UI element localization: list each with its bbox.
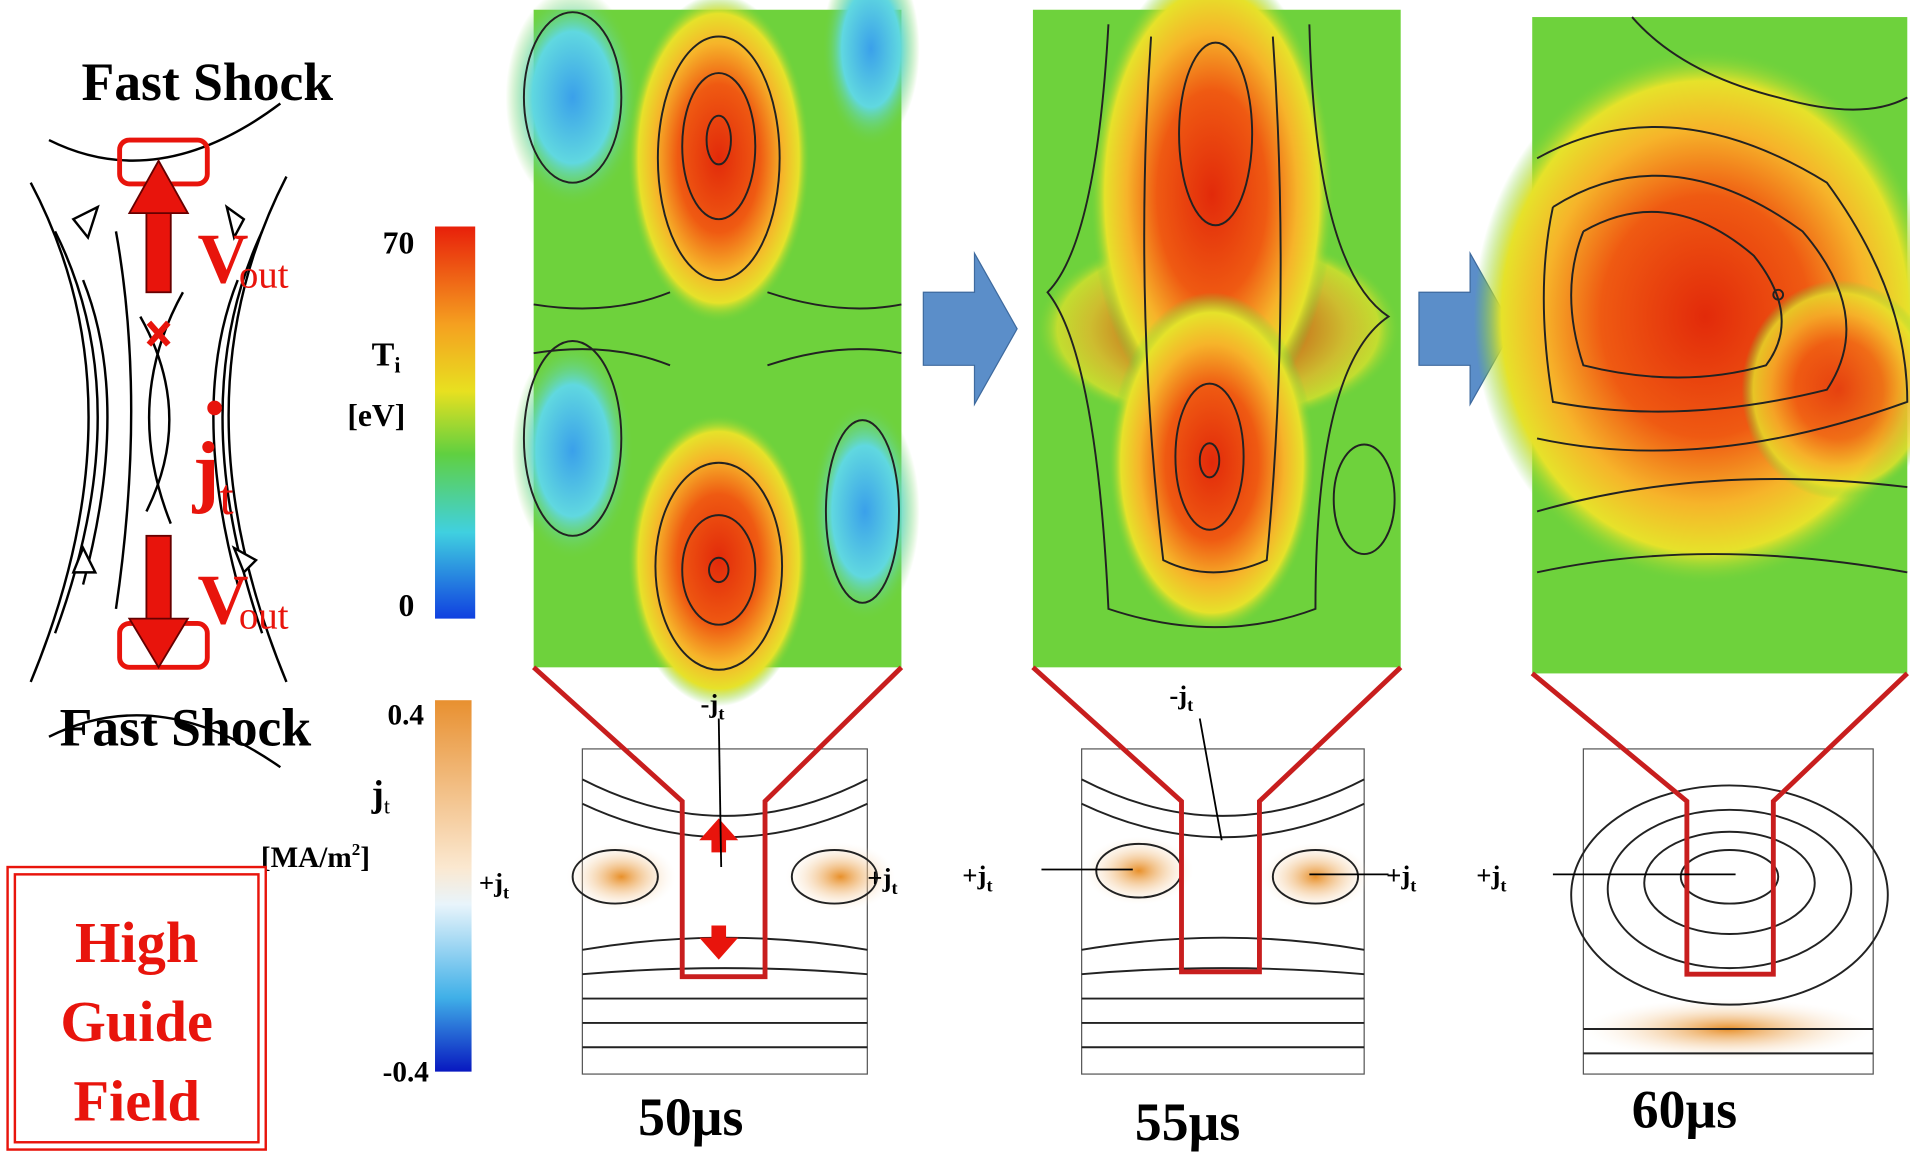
colorbar-min: -0.4 bbox=[383, 1056, 430, 1088]
badge-line: Field bbox=[73, 1068, 200, 1133]
badge: High Guide Field bbox=[8, 867, 266, 1150]
colorbar-max: 0.4 bbox=[388, 700, 425, 732]
colorbar-symbol: Ti bbox=[372, 336, 401, 377]
fast-shock-label: Fast Shock bbox=[60, 697, 312, 757]
colorbar-unit: [MA/m2] bbox=[261, 840, 370, 874]
current-annotation: +jt bbox=[962, 860, 992, 895]
current-label: jt bbox=[192, 426, 234, 526]
velocity-label: Vout bbox=[198, 561, 289, 639]
colorbar-min: 0 bbox=[398, 588, 414, 623]
schematic: Fast Shock Fast Shock Vout Vout jt bbox=[31, 52, 334, 767]
colorbar-max: 70 bbox=[383, 225, 415, 260]
colorbar-symbol: jt bbox=[371, 773, 390, 818]
time-label: 60µs bbox=[1632, 1080, 1737, 1140]
colorbar-unit: [eV] bbox=[347, 398, 405, 433]
time-label: 50µs bbox=[638, 1087, 743, 1147]
current-annotation: +jt bbox=[1386, 860, 1416, 895]
panel: -jt +jt +jt 55µs bbox=[962, 0, 1416, 1152]
current-annotation: +jt bbox=[479, 867, 509, 902]
current-annotation: -jt bbox=[1169, 680, 1193, 715]
fast-shock-label: Fast Shock bbox=[82, 52, 334, 112]
jt-colorbar: 0.4 -0.4 jt [MA/m2] +jt bbox=[261, 700, 509, 1089]
badge-line: High bbox=[75, 910, 198, 975]
ti-colorbar: 70 0 Ti [eV] bbox=[347, 225, 475, 623]
velocity-label: Vout bbox=[198, 221, 289, 299]
time-label: 55µs bbox=[1135, 1092, 1240, 1152]
panel: -jt +jt 50µs bbox=[506, 0, 920, 1147]
current-annotation: +jt bbox=[1476, 860, 1506, 895]
figure: Fast Shock Fast Shock Vout Vout jt 70 0 … bbox=[0, 0, 1910, 1152]
panel: +jt 60µs bbox=[1474, 17, 1910, 1140]
badge-line: Guide bbox=[60, 989, 213, 1054]
